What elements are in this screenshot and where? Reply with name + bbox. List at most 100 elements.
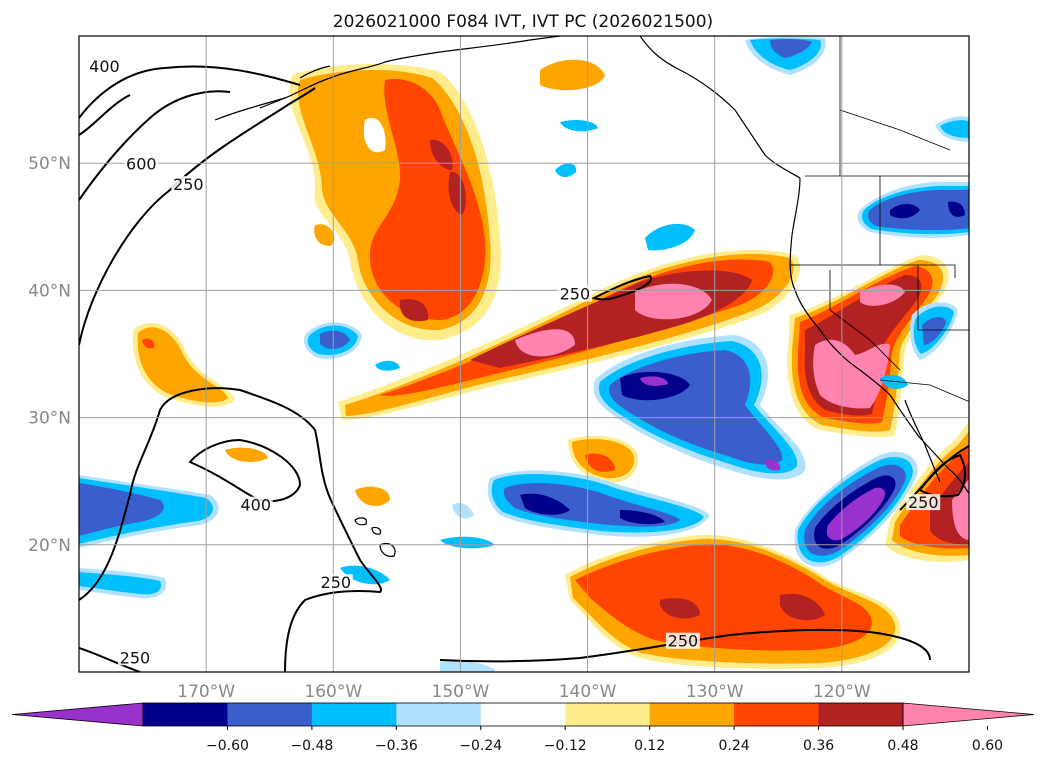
- ivt-contour-250: [79, 94, 131, 136]
- colorbar-tick-label: 0.60: [972, 738, 1003, 754]
- positive-anomaly-fill: [952, 479, 969, 540]
- negative-anomaly-fill: [922, 317, 946, 345]
- washington-oregon-border: [790, 264, 956, 278]
- nevada-utah-border: [917, 265, 969, 331]
- positive-anomaly-fill: [225, 447, 390, 506]
- canada-province-border: [839, 36, 951, 176]
- negative-anomaly-fill: [826, 487, 886, 541]
- longitude-tick-label: 150°W: [432, 682, 490, 702]
- colorbar-segment: [734, 703, 820, 726]
- contour-label: 250: [321, 573, 352, 592]
- negative-anomaly-fill: [770, 38, 812, 58]
- contour-label: 250: [173, 175, 204, 194]
- negative-anomaly-fill: [520, 493, 665, 525]
- negative-anomaly-fill: [880, 374, 908, 390]
- colorbar-tick-label: −0.12: [544, 738, 587, 754]
- colorbar-segment: [396, 703, 482, 726]
- contour-label: 400: [240, 496, 271, 515]
- latitude-tick-labels: 20°N 30°N 40°N 50°N: [28, 154, 71, 556]
- map-panel: 400 600 250 250 400 250 250 250 250 20°N 30°N 40°N…: [28, 35, 970, 702]
- contour-label-background: [906, 494, 941, 511]
- colorbar-segment: [480, 703, 566, 726]
- colorbar-segment: [565, 703, 651, 726]
- ivt-contour-250: [79, 647, 141, 672]
- colorbar-segment: [649, 703, 735, 726]
- contour-label-background: [87, 57, 122, 74]
- ivt-contour-250: [79, 387, 382, 672]
- contour-labels: 400 600 250 250 400 250 250 250 250: [87, 57, 941, 667]
- contour-label-background: [171, 176, 206, 193]
- coastlines: [214, 36, 969, 557]
- colorbar-segment: [818, 703, 904, 726]
- positive-anomaly-fill: [515, 283, 712, 357]
- negative-anomaly-hole: [363, 117, 386, 153]
- colorbar-tick-label: 0.24: [719, 738, 750, 754]
- longitude-tick-label: 130°W: [686, 682, 744, 702]
- colorbar-tick-label: 0.48: [887, 738, 918, 754]
- baja-california-coast: [904, 399, 941, 483]
- ivt-contour-250: [899, 444, 969, 511]
- colorbar-tick-label: −0.36: [375, 738, 418, 754]
- longitude-tick-labels: 170°W 160°W 150°W 140°W 130°W 120°W: [177, 682, 871, 702]
- longitude-tick-label: 160°W: [304, 682, 362, 702]
- ivt-pc-filled-contours: [79, 36, 969, 672]
- colorbar-tick-label: −0.24: [459, 738, 502, 754]
- ivt-contour-600: [79, 90, 231, 201]
- ivt-contour-400: [188, 438, 302, 503]
- colorbar-frame: [142, 702, 904, 727]
- contour-label: 600: [126, 155, 157, 174]
- longitude-tick-label: 120°W: [813, 682, 871, 702]
- north-america-west-coast: [789, 177, 969, 495]
- ivt-contour-250: [439, 628, 931, 663]
- figure-title: 2026021000 F084 IVT, IVT PC (2026021500): [333, 12, 713, 32]
- positive-anomaly-fill: [137, 327, 228, 403]
- contour-label: 250: [668, 632, 699, 651]
- ivt-contour-250: [79, 87, 316, 346]
- negative-anomaly-fill: [640, 376, 781, 471]
- positive-anomaly-fill: [142, 338, 155, 349]
- positive-anomaly-fill: [660, 593, 825, 621]
- contour-label-background: [557, 285, 592, 302]
- positive-anomaly-fill: [575, 543, 872, 651]
- us-mexico-border: [879, 379, 969, 403]
- colorbar-extend-min: [11, 702, 144, 727]
- contour-label: 250: [560, 284, 591, 303]
- colorbar-tick-label: 0.12: [634, 738, 665, 754]
- latitude-tick-label: 40°N: [28, 281, 71, 301]
- contour-label-background: [238, 496, 273, 513]
- contour-label-background: [665, 632, 700, 649]
- alaska-coast: [214, 36, 561, 121]
- contour-label-background: [117, 649, 152, 666]
- colorbar: −0.60 −0.48 −0.36 −0.24 −0.12 0.12 0.24 0.36 0.4…: [11, 702, 1035, 754]
- negative-anomaly-fill: [79, 483, 164, 536]
- colorbar-extend-max: [902, 702, 1035, 727]
- negative-anomaly-fill: [320, 330, 350, 349]
- colorbar-segment: [311, 703, 397, 726]
- colorbar-tick-label: 0.36: [803, 738, 834, 754]
- political-borders: [790, 36, 969, 403]
- ivt-contour-400: [79, 65, 301, 119]
- colorbar-segment: [227, 703, 313, 726]
- negative-anomaly-fill: [890, 201, 965, 219]
- longitude-tick-label: 140°W: [559, 682, 617, 702]
- positive-anomaly-fill: [369, 79, 486, 320]
- latitude-tick-label: 20°N: [28, 536, 71, 556]
- contour-label: 400: [89, 57, 120, 76]
- negative-anomaly-fill: [620, 371, 690, 401]
- map-frame: [78, 35, 970, 673]
- positive-anomaly-fill: [314, 59, 605, 247]
- colorbar-tick-label: −0.48: [290, 738, 333, 754]
- ivt-contour-250: [591, 274, 652, 301]
- aleutian-islands: [259, 65, 331, 109]
- alaska-panhandle-coast: [639, 36, 801, 179]
- hawaii-islands: [354, 517, 396, 557]
- positive-anomaly-fill: [585, 453, 615, 472]
- latitude-tick-label: 30°N: [28, 409, 71, 429]
- contour-label: 250: [120, 648, 151, 667]
- positive-anomaly-fill: [399, 139, 466, 322]
- graticule: [79, 36, 969, 672]
- contour-label-background: [124, 155, 159, 172]
- longitude-tick-label: 170°W: [177, 682, 235, 702]
- contour-label: 250: [908, 493, 939, 512]
